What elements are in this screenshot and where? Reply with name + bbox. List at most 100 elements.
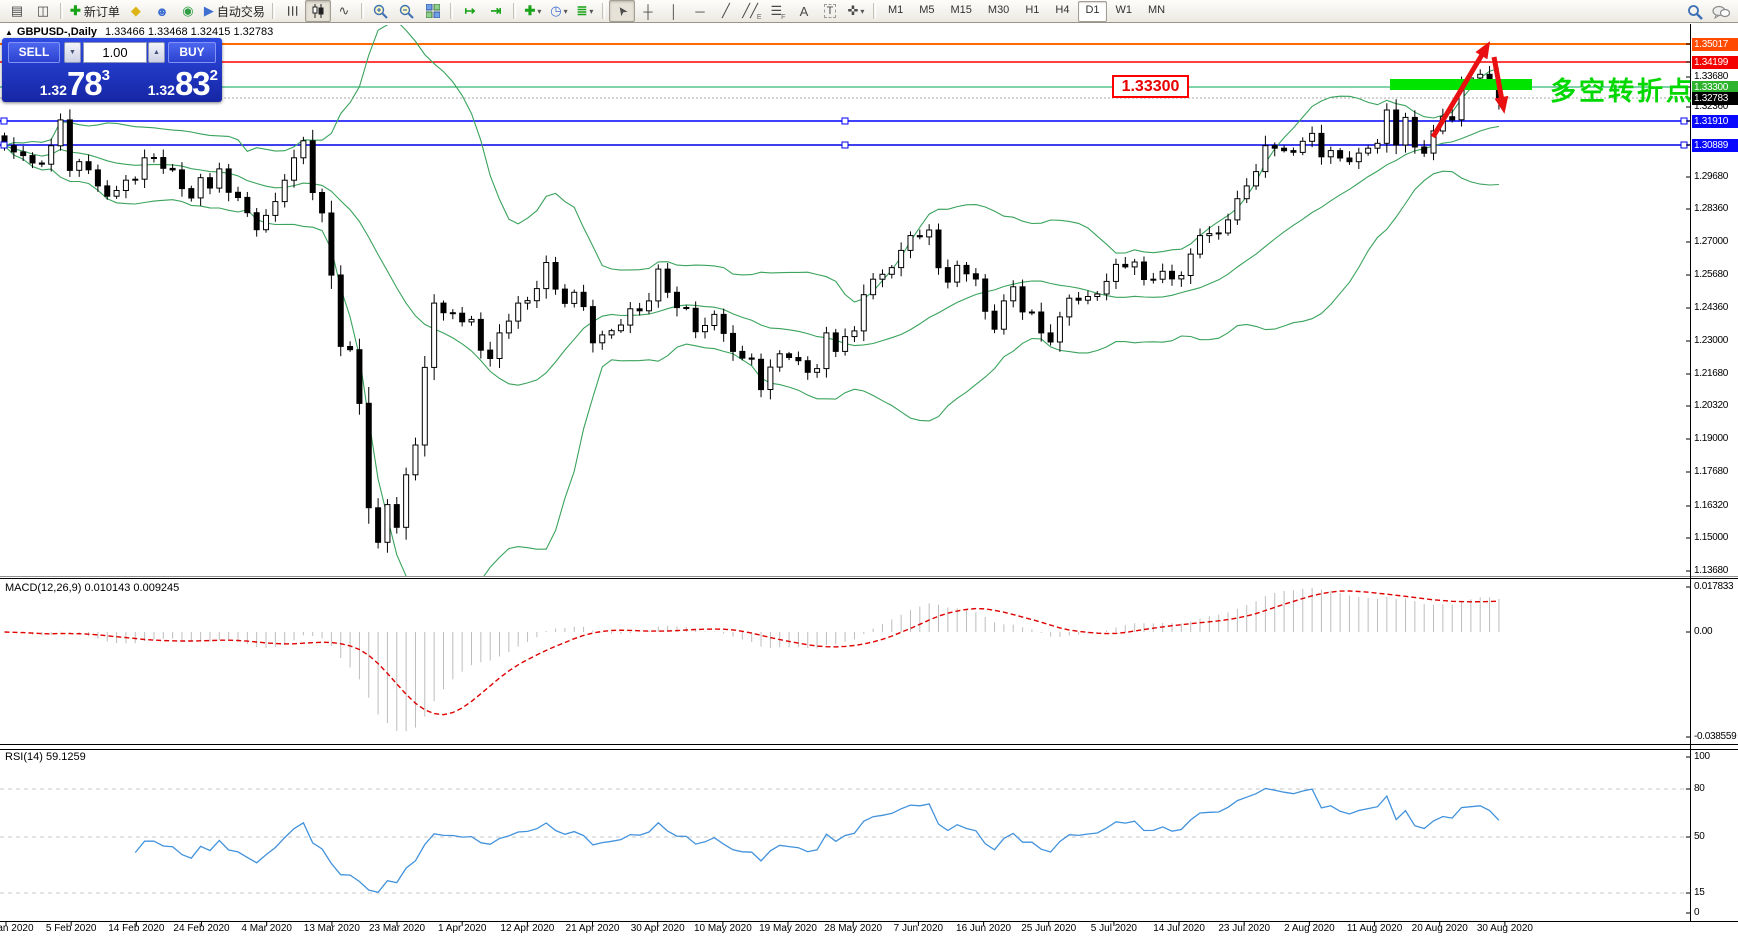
chart-shift-icon: ⇥ [490,3,502,18]
crosshair-tool-button[interactable]: ┼ [635,0,661,22]
date-label: 7 Jun 2020 [893,923,944,934]
vertical-line-icon: │ [669,3,678,19]
tf-m15-button[interactable]: M15 [950,3,972,16]
sell-button[interactable]: SELL [8,42,60,63]
macd-label: MACD(12,26,9) 0.010143 0.009245 [5,582,180,594]
price-tag: 1.35017 [1692,38,1738,51]
date-label: 11 Aug 2020 [1346,923,1403,934]
price-tick-label: 1.33680 [1694,71,1729,82]
turning-point-annotation[interactable]: 多空转折点 [1550,76,1696,106]
buy-button[interactable]: BUY [168,42,216,63]
market-watch-button[interactable]: ▤ [4,0,30,22]
rsi-label: RSI(14) 59.1259 [5,751,86,763]
auto-scroll-icon: ↦ [464,3,476,18]
price-tick-label: 1.17680 [1694,466,1729,477]
price-tick-label: 1.16320 [1694,500,1729,511]
macd-tick-label: 0.00 [1694,626,1713,637]
channel-tool-button[interactable]: ╱╱ E [739,0,765,22]
new-order-button[interactable]: ✚ 新订单 [67,0,123,22]
candlestick-chart-button[interactable] [304,0,331,22]
date-label: 21 Apr 2020 [565,923,620,934]
templates-button[interactable]: ≣ ▾ [572,0,598,22]
price-tick-label: 1.27000 [1694,236,1729,247]
line-chart-button[interactable]: ∿ [331,0,357,22]
horizontal-line-icon: ─ [695,3,705,19]
tf-m1-button[interactable]: M1 [887,3,904,16]
price-tick-label: 1.19000 [1694,433,1729,444]
line-handle [841,141,849,149]
highlight-rect [1390,79,1532,90]
dropdown-arrow-icon: ▾ [537,6,542,16]
crosshair-icon: ┼ [643,3,653,19]
horizontal-line-tool-button[interactable]: ─ [687,0,713,22]
macd-tick-label: -0.038559 [1694,731,1737,742]
arrows-tool-button[interactable]: ✜ ▾ [843,0,869,22]
label-tool-button[interactable]: T [817,0,843,22]
volume-input[interactable]: 1.00 [83,42,147,63]
date-label: 20 Aug 2020 [1411,923,1468,934]
sell-price[interactable]: 1.32783 [6,65,110,102]
line-handle [0,117,8,125]
zoom-in-icon [374,4,389,19]
rsi-tick-label: 80 [1694,783,1705,794]
search-button[interactable] [1682,1,1708,23]
tile-windows-button[interactable] [420,0,446,22]
rsi-tick-label: 15 [1694,887,1705,898]
periods-button[interactable]: ◷ ▾ [546,0,572,22]
tf-d1-button[interactable]: D1 [1078,0,1107,22]
pane-separator[interactable] [0,749,1738,750]
price-tick-label: 1.23000 [1694,335,1729,346]
spinner-up-icon: ▲ [153,49,160,56]
alerts-icon: ◉ [182,3,194,18]
date-label: 13 Mar 2020 [303,923,360,934]
tf-mn-button[interactable]: MN [1148,3,1166,16]
zoom-in-button[interactable] [368,0,394,22]
date-label: 1 Apr 2020 [438,923,487,934]
bar-chart-button[interactable]: ☰ [279,0,305,22]
toolbar-separator [360,3,364,19]
autotrading-button[interactable]: ▶ 自动交易 [201,0,268,22]
volume-increase-button[interactable]: ▲ [148,42,165,63]
auto-scroll-button[interactable]: ↦ [457,0,483,22]
tf-m30-button[interactable]: M30 [987,3,1010,16]
fibonacci-tool-button[interactable]: ☰ F [765,0,791,22]
tf-h1-button[interactable]: H1 [1025,3,1040,16]
buy-price[interactable]: 1.32832 [114,65,224,102]
add-indicator-button[interactable]: ✚ ▾ [520,0,546,22]
ohlc-values: 1.33466 1.33468 1.32415 1.32783 [105,26,274,38]
tf-h4-button[interactable]: H4 [1055,3,1070,16]
vertical-line-tool-button[interactable]: │ [661,0,687,22]
zoom-out-button[interactable] [394,0,420,22]
symbol-timeframe-label: GBPUSD-,Daily [16,26,97,38]
cursor-icon: ➤ [613,2,631,20]
price-tag: 1.34199 [1692,56,1738,69]
date-label: 27 Jan 2020 [0,923,34,934]
collapse-triangle-icon[interactable]: ▲ [5,28,13,37]
trendline-tool-button[interactable]: ╱ [713,0,739,22]
tf-m5-button[interactable]: M5 [919,3,935,16]
price-level-box[interactable]: 1.33300 [1112,75,1189,98]
pane-separator[interactable] [0,576,1738,577]
market-watch-icon: ▤ [10,3,24,18]
alerts-button[interactable]: ◉ [175,0,201,22]
label-tool-icon: T [823,4,837,18]
market-depth-button[interactable]: ◆ [123,0,149,22]
price-tag: 1.30889 [1692,139,1738,152]
toolbar-separator [60,3,63,19]
chat-button[interactable] [1708,1,1734,23]
date-label: 14 Feb 2020 [108,923,165,934]
pane-separator[interactable] [0,578,1738,579]
chart-shift-button[interactable]: ⇥ [483,0,509,22]
date-label: 16 Jun 2020 [956,923,1012,934]
one-click-trading-panel: SELL ▼ 1.00 ▲ BUY 1.32783 1.32832 [2,38,222,102]
volume-decrease-button[interactable]: ▼ [64,42,81,63]
navigator-button[interactable]: ☻ [149,0,175,22]
date-label: 24 Feb 2020 [173,923,230,934]
buy-price-pip: 2 [209,67,218,84]
cursor-tool-button[interactable]: ➤ [608,0,635,22]
tf-w1-button[interactable]: W1 [1115,3,1133,16]
pane-separator[interactable] [0,744,1738,745]
text-tool-button[interactable]: A [791,0,817,22]
data-window-button[interactable]: ◫ [30,0,56,22]
